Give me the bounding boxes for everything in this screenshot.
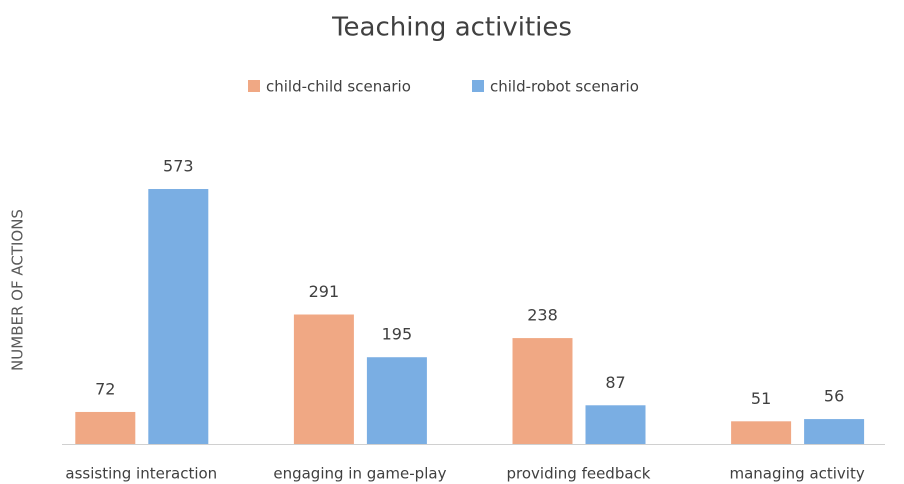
value-label: 51 — [751, 389, 771, 408]
legend-label: child-child scenario — [266, 78, 411, 96]
bar — [148, 189, 209, 444]
value-label: 87 — [605, 373, 625, 392]
bar — [585, 405, 646, 444]
x-tick-label: assisting interaction — [65, 465, 217, 483]
value-label: 56 — [824, 387, 844, 406]
bar — [75, 411, 136, 444]
y-axis-label: NUMBER OF ACTIONS — [9, 209, 27, 371]
value-label: 195 — [382, 325, 413, 344]
legend-swatch — [472, 80, 484, 92]
legend-label: child-robot scenario — [490, 78, 639, 96]
value-label: 291 — [309, 282, 340, 301]
bar — [804, 419, 865, 444]
chart-title: Teaching activities — [331, 13, 572, 43]
bar — [293, 314, 354, 444]
value-label: 72 — [95, 379, 115, 398]
bar — [366, 357, 427, 444]
bar — [512, 338, 573, 444]
x-tick-label: providing feedback — [507, 465, 651, 483]
value-label: 238 — [527, 306, 558, 325]
x-tick-label: engaging in game-play — [273, 465, 446, 483]
x-tick-label: managing activity — [729, 465, 864, 483]
bar — [731, 421, 792, 444]
legend-swatch — [248, 80, 260, 92]
value-label: 573 — [163, 157, 194, 176]
